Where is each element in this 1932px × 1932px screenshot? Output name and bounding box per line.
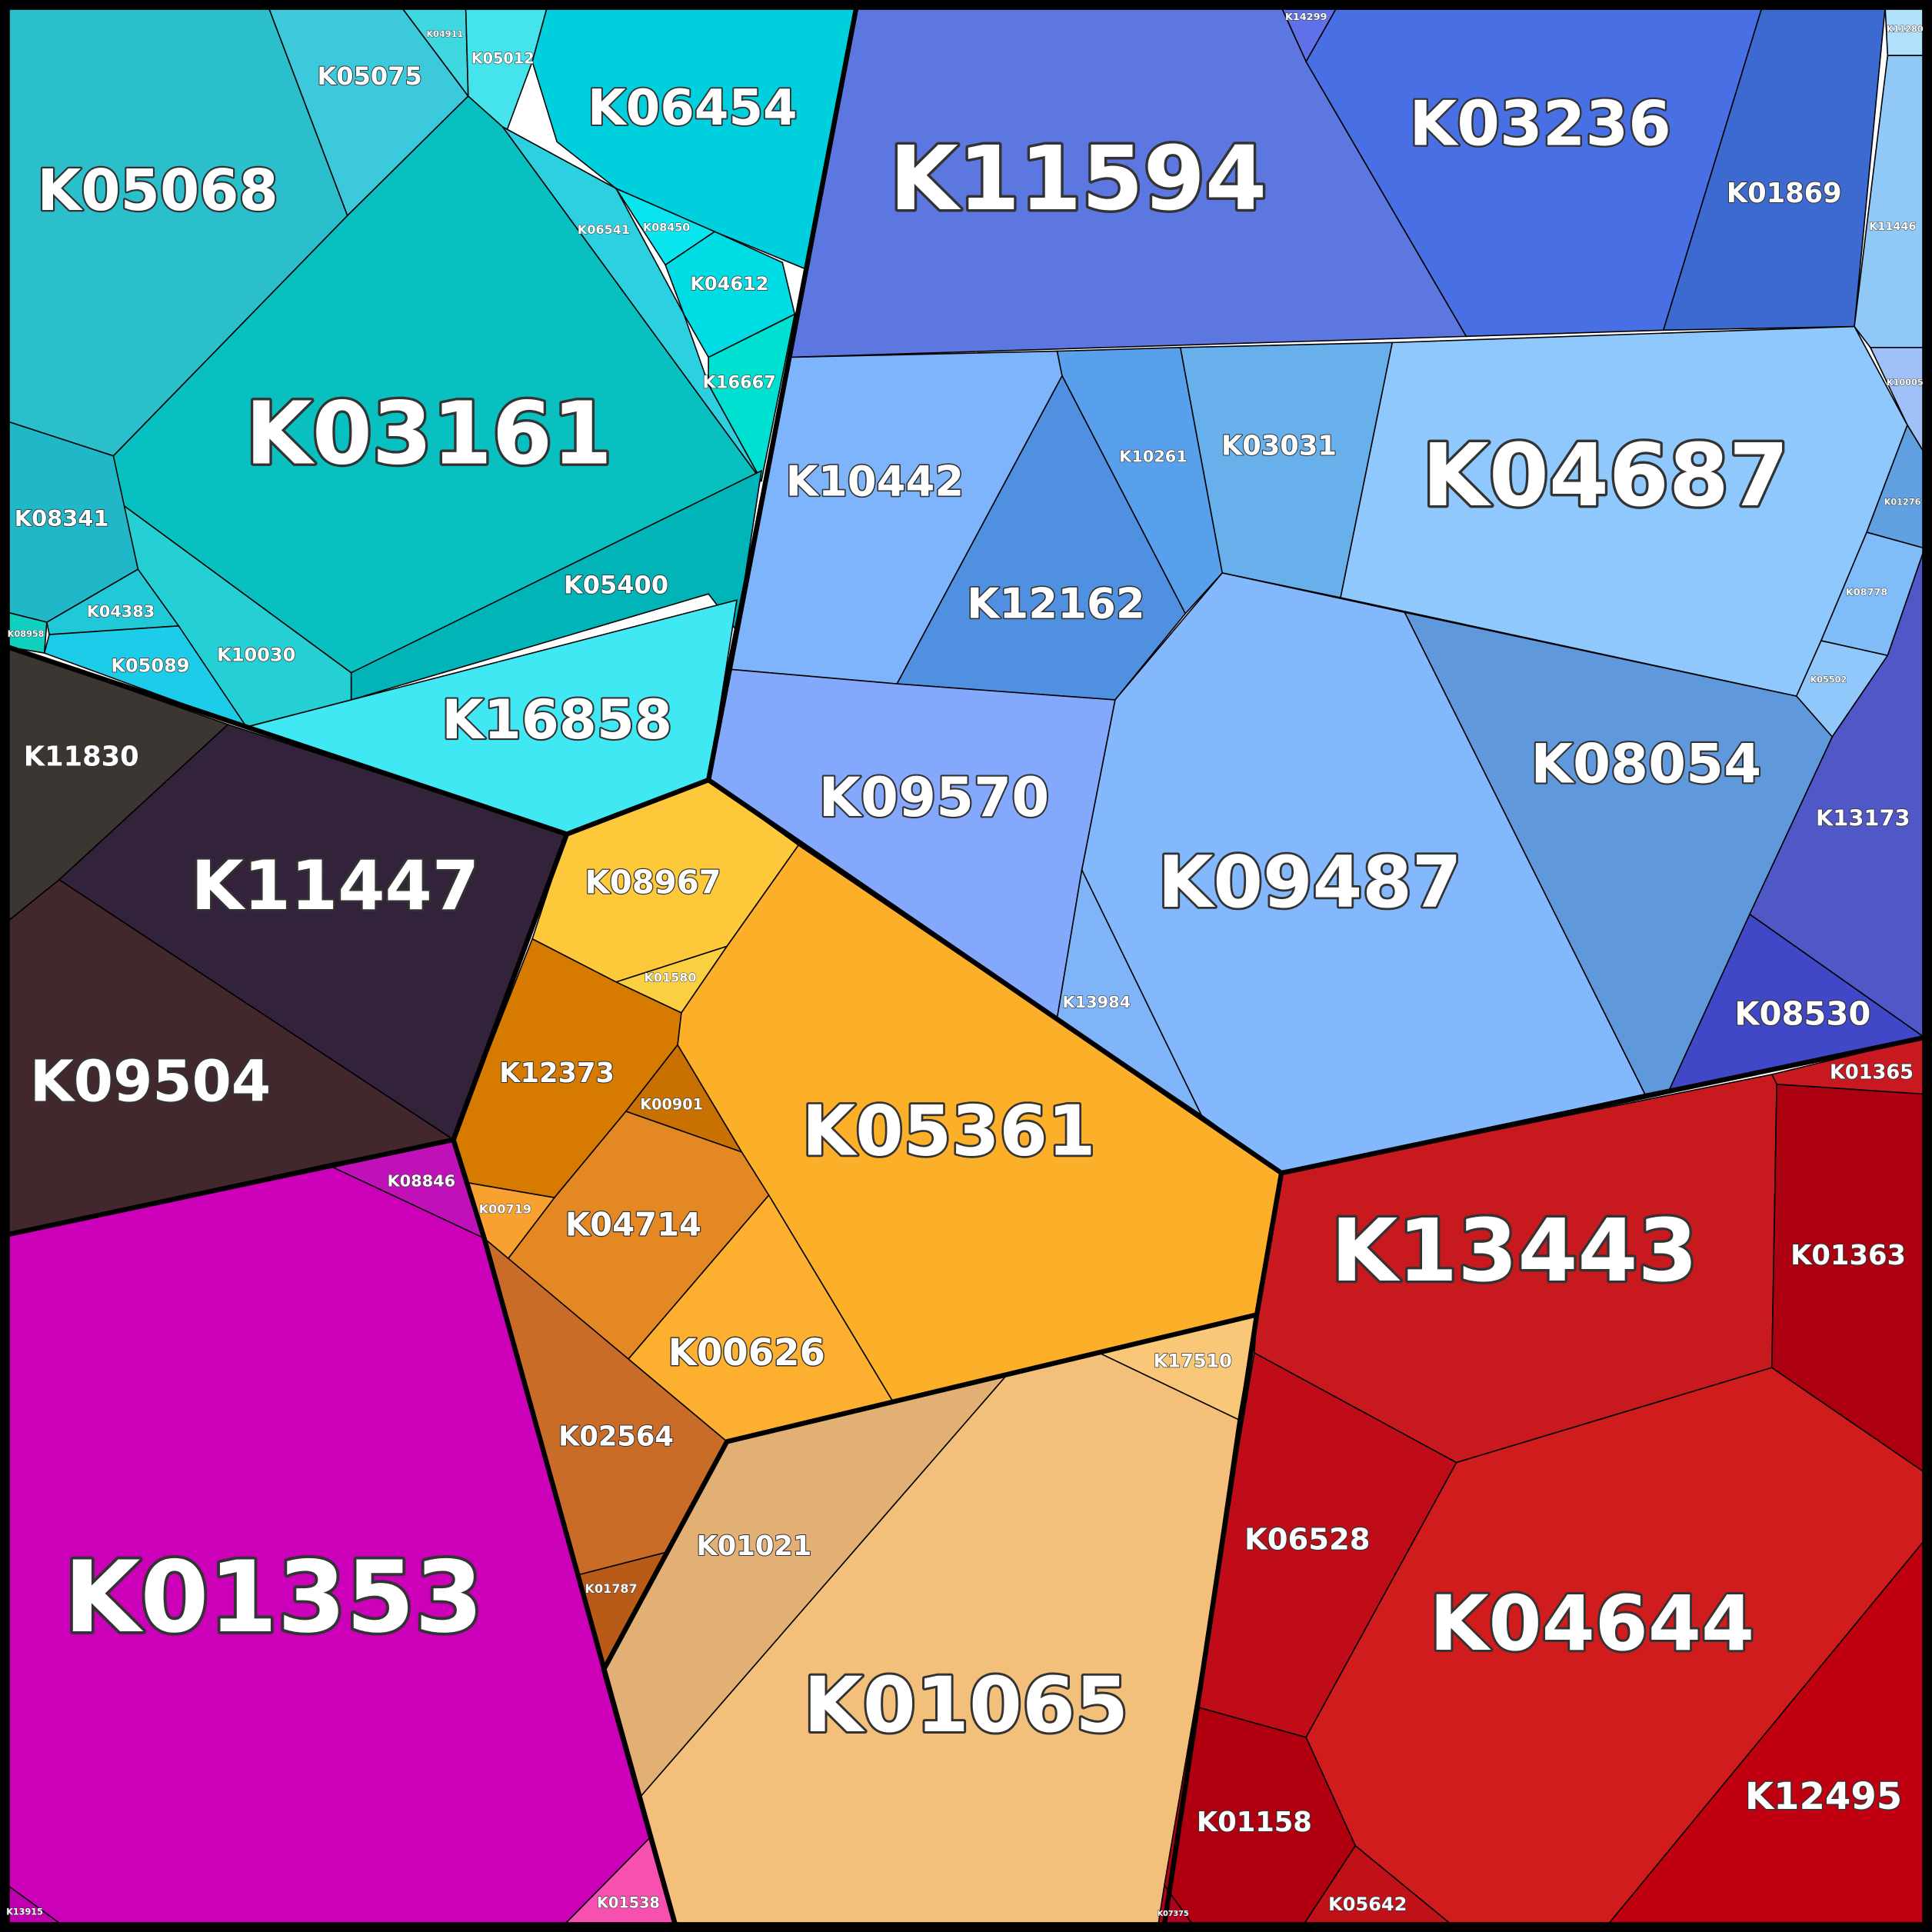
cell-label: K03031	[1221, 431, 1337, 462]
cell-label: K01787	[585, 1581, 638, 1596]
cell-label: K11830	[24, 741, 139, 772]
cell-label: K13173	[1816, 804, 1910, 831]
cell-label: K11447	[191, 846, 479, 925]
cell-label: K01021	[697, 1531, 812, 1562]
cell-label: K13984	[1063, 993, 1131, 1011]
cell-label: K01158	[1197, 1807, 1312, 1838]
cell-label: K10030	[217, 644, 295, 665]
cell-label: K00719	[479, 1202, 531, 1217]
cell-label: K08967	[585, 863, 721, 901]
cell-label: K11446	[1869, 221, 1916, 233]
cell-label: K10261	[1119, 447, 1188, 465]
cell-label: K06454	[588, 80, 798, 137]
cell-label: K12162	[967, 578, 1145, 628]
cell	[501, 126, 762, 481]
cell-label: K01538	[597, 1894, 660, 1912]
cell-label: K12495	[1745, 1775, 1902, 1818]
cell-label: K17510	[1154, 1350, 1232, 1371]
cell-label: K12373	[499, 1058, 615, 1089]
cell-label: K05068	[37, 158, 278, 224]
cell-label: K08054	[1531, 733, 1761, 796]
cell-label: K02564	[558, 1421, 674, 1453]
cell-label: K08778	[1846, 587, 1888, 598]
cell-label: K13443	[1331, 1201, 1697, 1301]
cell-label: K07375	[1158, 1910, 1189, 1918]
cell-label: K00901	[640, 1096, 703, 1114]
cell-label: K05012	[471, 49, 535, 67]
group-borders	[6, 7, 1926, 1926]
cell-label: K08958	[8, 629, 45, 639]
cell-label: K08341	[15, 505, 109, 531]
cell	[708, 313, 796, 483]
cell-label: K08846	[388, 1171, 456, 1190]
cell-label: K16667	[703, 373, 776, 393]
cell-label: K04612	[690, 273, 768, 295]
group-border	[601, 1312, 1257, 1926]
cell-label: K14299	[1285, 12, 1327, 23]
cell-label: K01065	[804, 1661, 1128, 1750]
labels: K05068 K05075 K04911 K05012 K06454 K03161 K065…	[6, 11, 1924, 1918]
cell-label: K04911	[427, 29, 464, 39]
cell-label: K16858	[441, 688, 672, 751]
cell-label: K08450	[643, 222, 690, 234]
cell-label: K10442	[786, 457, 964, 506]
cell-label: K09570	[818, 766, 1049, 829]
group-border	[6, 833, 569, 1237]
cell-label: K01580	[644, 971, 696, 985]
cell-label: K06541	[578, 222, 630, 237]
cell-label: K01276	[1884, 498, 1921, 508]
cell-label: K01363	[1790, 1240, 1906, 1271]
cells	[6, 6, 1927, 1926]
cell-label: K10005	[1887, 378, 1924, 388]
cell-label: K04714	[565, 1206, 701, 1244]
cell-label: K05361	[802, 1091, 1096, 1171]
cell-label: K05089	[111, 655, 189, 677]
cell-label: K09487	[1158, 841, 1461, 924]
cell-label: K11594	[889, 128, 1267, 231]
cell-label: K03236	[1409, 88, 1671, 160]
cell	[1056, 346, 1224, 615]
cell-label: K08530	[1734, 995, 1870, 1033]
cell-label: K01353	[64, 1541, 483, 1655]
group-border	[6, 7, 859, 837]
cell-label: K05075	[317, 62, 421, 91]
cell-label: K04383	[87, 602, 155, 621]
cell-label: K01869	[1727, 178, 1842, 209]
cell-label: K09504	[30, 1049, 271, 1114]
cell-label: K03161	[245, 385, 612, 485]
cell-label: K00626	[668, 1331, 825, 1374]
cell-label: K05642	[1328, 1894, 1407, 1915]
cell-label: K04644	[1430, 1580, 1754, 1668]
cell-label: K06528	[1244, 1523, 1371, 1557]
cell-label: K05400	[564, 571, 668, 600]
cell-label: K04687	[1422, 426, 1789, 526]
cell-label: K13915	[6, 1907, 43, 1917]
cell-label: K01365	[1830, 1061, 1914, 1084]
cell-label: K11280	[1887, 24, 1924, 34]
cell-label: K05502	[1810, 675, 1847, 685]
